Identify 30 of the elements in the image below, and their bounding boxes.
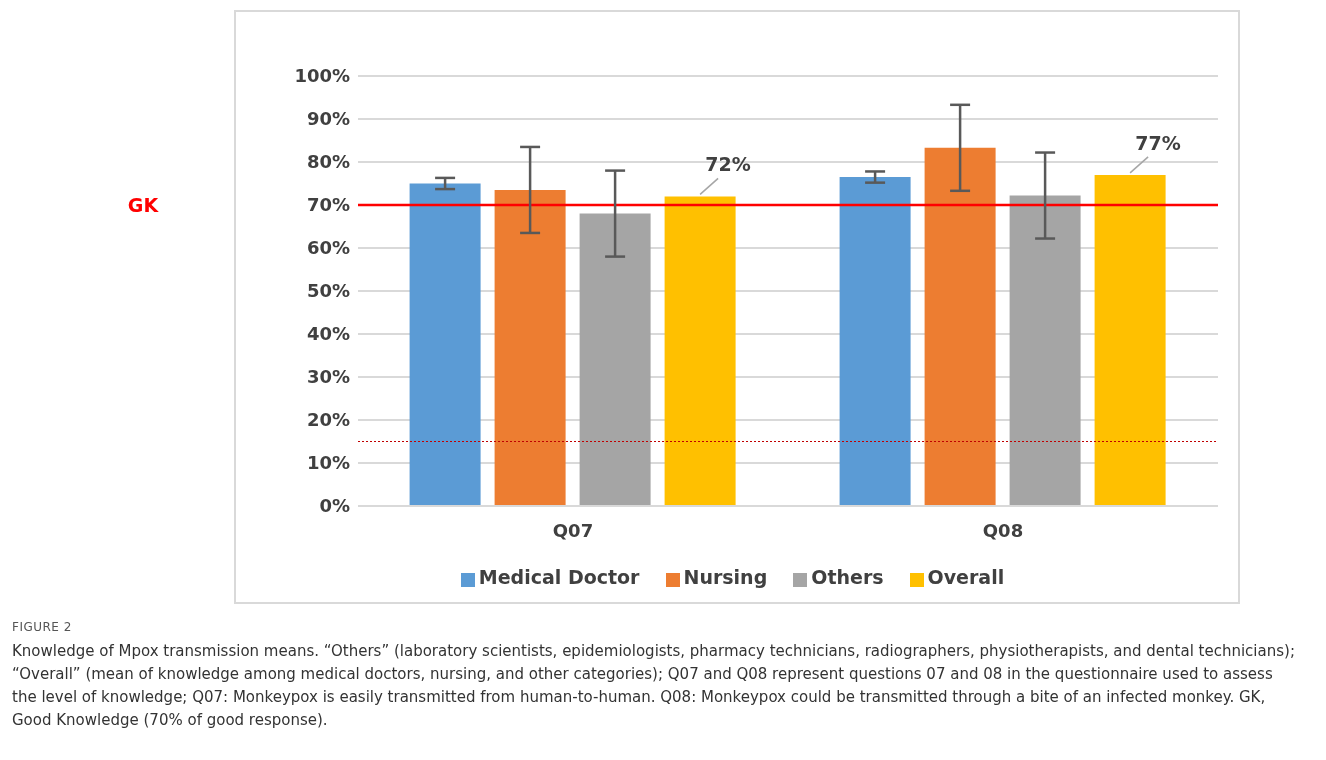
- y-tick-label: 80%: [306, 151, 350, 173]
- y-tick-label: 70%: [306, 194, 350, 216]
- legend-label: Medical Doctor: [478, 566, 640, 588]
- bar: [1094, 174, 1166, 506]
- y-tick-label: 0%: [319, 495, 350, 517]
- bar: [1009, 195, 1081, 506]
- y-tick-label: 50%: [306, 280, 350, 302]
- bar: [494, 189, 566, 506]
- y-tick-label: 10%: [306, 452, 350, 474]
- bar: [579, 213, 651, 506]
- legend-label: Others: [811, 566, 884, 588]
- x-tick-label: Q08: [982, 519, 1024, 541]
- x-tick-label: Q07: [552, 519, 594, 541]
- bar: [839, 177, 911, 506]
- y-tick-label: 100%: [294, 65, 350, 87]
- text: Knowledge of Mpox transmission means. “Others” (laboratory scientists, epidemiologists, pharmacy technicians, radiographers, physiotherapists, and dental technicians); “Overall” (mean of knowledge among medical doctors, nursing, and other categories); Q07 and Q08 represent questions 07 and 08 in the questionnaire used to assess the level of knowledge; Q07: Monkeypox is easily transmitted from human-to-human. Q08: Monkeypox could be transmitted through a bite of an infected monkey. GK, Good Knowledge (70% of good response).: [12, 641, 1296, 731]
- legend-label: Nursing: [683, 566, 768, 588]
- data-label: 77%: [1135, 131, 1181, 154]
- ref-line-label: GK: [127, 194, 160, 216]
- caption: FIGURE 2: [12, 620, 73, 634]
- data-label: 72%: [705, 153, 751, 176]
- bar: [409, 183, 481, 506]
- y-tick-label: 20%: [306, 409, 350, 431]
- y-tick-label: 60%: [306, 237, 350, 259]
- y-tick-label: 30%: [306, 366, 350, 388]
- bar: [664, 196, 736, 506]
- bar: [924, 147, 996, 506]
- legend-label: Overall: [927, 566, 1005, 588]
- y-tick-label: 40%: [306, 323, 350, 345]
- y-tick-label: 90%: [306, 108, 350, 130]
